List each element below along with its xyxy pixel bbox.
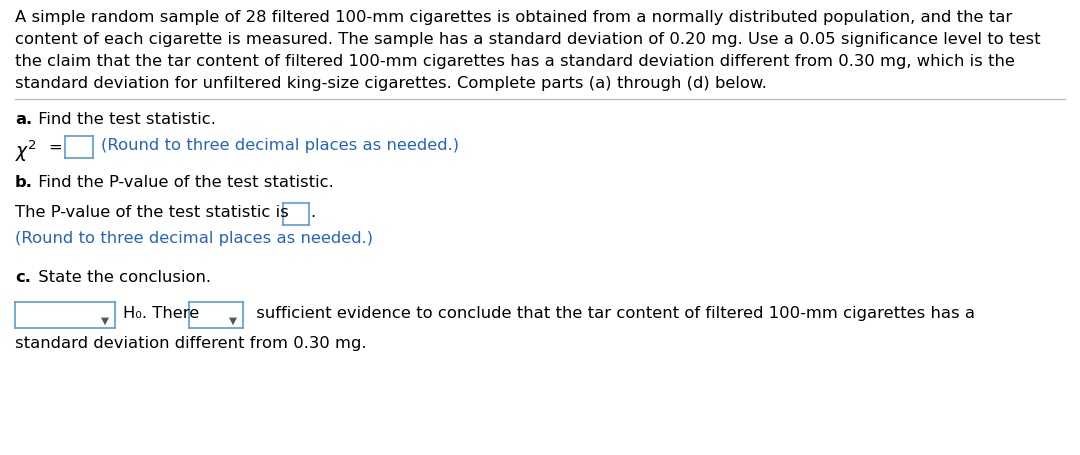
Text: A simple random sample of 28 filtered 100-mm cigarettes is obtained from a norma: A simple random sample of 28 filtered 10…	[15, 10, 1012, 25]
Text: content of each cigarette is measured. The sample has a standard deviation of 0.: content of each cigarette is measured. T…	[15, 32, 1041, 47]
Text: ▼: ▼	[102, 315, 109, 325]
Text: Find the P-value of the test statistic.: Find the P-value of the test statistic.	[33, 175, 334, 190]
Text: =: =	[48, 140, 62, 155]
Text: (Round to three decimal places as needed.): (Round to three decimal places as needed…	[15, 231, 373, 245]
Text: the claim that the tar content of filtered 100-mm cigarettes has a standard devi: the claim that the tar content of filter…	[15, 54, 1015, 69]
Text: c.: c.	[15, 269, 31, 284]
Text: b.: b.	[15, 175, 32, 190]
Text: (Round to three decimal places as needed.): (Round to three decimal places as needed…	[102, 138, 459, 153]
Text: ▼: ▼	[229, 315, 237, 325]
Text: State the conclusion.: State the conclusion.	[33, 269, 211, 284]
Text: $\chi^2$: $\chi^2$	[15, 138, 37, 163]
Text: standard deviation for unfiltered king-size cigarettes. Complete parts (a) throu: standard deviation for unfiltered king-s…	[15, 76, 767, 91]
Text: standard deviation different from 0.30 mg.: standard deviation different from 0.30 m…	[15, 335, 366, 350]
Text: Find the test statistic.: Find the test statistic.	[33, 112, 216, 127]
Text: sufficient evidence to conclude that the tar content of filtered 100-mm cigarett: sufficient evidence to conclude that the…	[251, 305, 975, 320]
Text: The P-value of the test statistic is: The P-value of the test statistic is	[15, 205, 288, 219]
Text: H₀. There: H₀. There	[123, 305, 199, 320]
Text: a.: a.	[15, 112, 32, 127]
Text: .: .	[310, 205, 315, 219]
